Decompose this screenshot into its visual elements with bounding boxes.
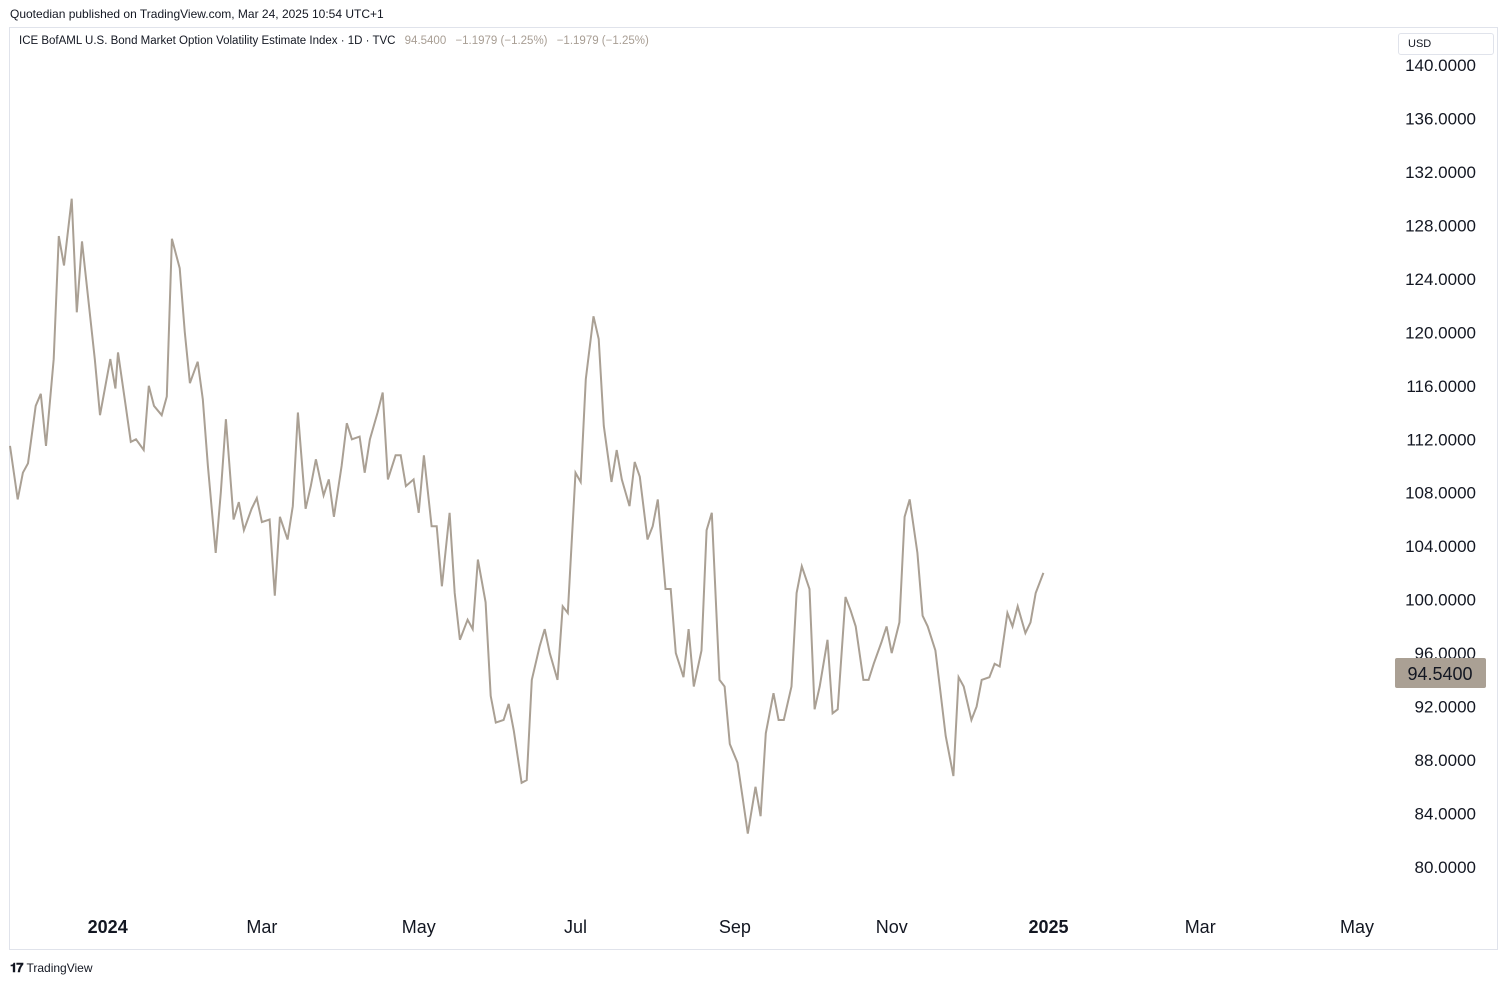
y-tick-label: 112.0000 <box>1406 430 1476 449</box>
x-tick-label: 2025 <box>1029 917 1069 937</box>
x-axis: 2024 Mar May Jul Sep Nov 2025 Mar May <box>88 917 1374 937</box>
y-tick-label: 116.0000 <box>1406 377 1476 396</box>
y-tick-label: 80.0000 <box>1415 858 1476 877</box>
y-tick-label: 136.0000 <box>1405 109 1476 128</box>
x-tick-label: Nov <box>876 917 908 937</box>
chart-frame <box>9 27 1498 950</box>
symbol-title: ICE BofAML U.S. Bond Market Option Volat… <box>19 35 396 47</box>
y-axis: 80.000084.000088.000092.000096.0000100.0… <box>1405 56 1476 877</box>
y-tick-label: 108.0000 <box>1405 484 1476 503</box>
y-tick-label: 124.0000 <box>1405 270 1476 289</box>
change-value-1: −1.1979 (−1.25%) <box>455 35 548 47</box>
y-tick-label: 92.0000 <box>1415 698 1476 717</box>
footer-brand: TradingView <box>26 961 93 975</box>
last-price-tag: 94.5400 <box>1395 658 1486 688</box>
series-line <box>9 198 1045 834</box>
y-tick-label: 104.0000 <box>1405 537 1476 556</box>
x-tick-label: Jul <box>564 917 587 937</box>
x-tick-label: Mar <box>246 917 277 937</box>
y-tick-label: 84.0000 <box>1415 805 1476 824</box>
currency-button[interactable]: USD <box>1398 33 1494 55</box>
x-tick-label: Mar <box>1185 917 1216 937</box>
x-tick-label: Sep <box>719 917 751 937</box>
y-tick-label: 140.0000 <box>1405 56 1476 75</box>
y-tick-label: 100.0000 <box>1405 591 1476 610</box>
x-tick-label: May <box>402 917 436 937</box>
published-header: Quotedian published on TradingView.com, … <box>10 7 384 21</box>
last-value: 94.5400 <box>404 35 447 47</box>
y-tick-label: 88.0000 <box>1415 751 1476 770</box>
x-tick-label: 2024 <box>88 917 128 937</box>
change-value-2: −1.1979 (−1.25%) <box>556 35 649 47</box>
footer: 𝟏𝟕 TradingView <box>10 960 93 976</box>
last-price-label: 94.5400 <box>1407 664 1472 684</box>
chart-legend: ICE BofAML U.S. Bond Market Option Volat… <box>19 35 655 47</box>
y-tick-label: 120.0000 <box>1405 323 1476 342</box>
y-tick-label: 128.0000 <box>1405 216 1476 235</box>
y-tick-label: 132.0000 <box>1405 163 1476 182</box>
x-tick-label: May <box>1340 917 1374 937</box>
tradingview-logo-icon: 𝟏𝟕 <box>10 960 24 975</box>
